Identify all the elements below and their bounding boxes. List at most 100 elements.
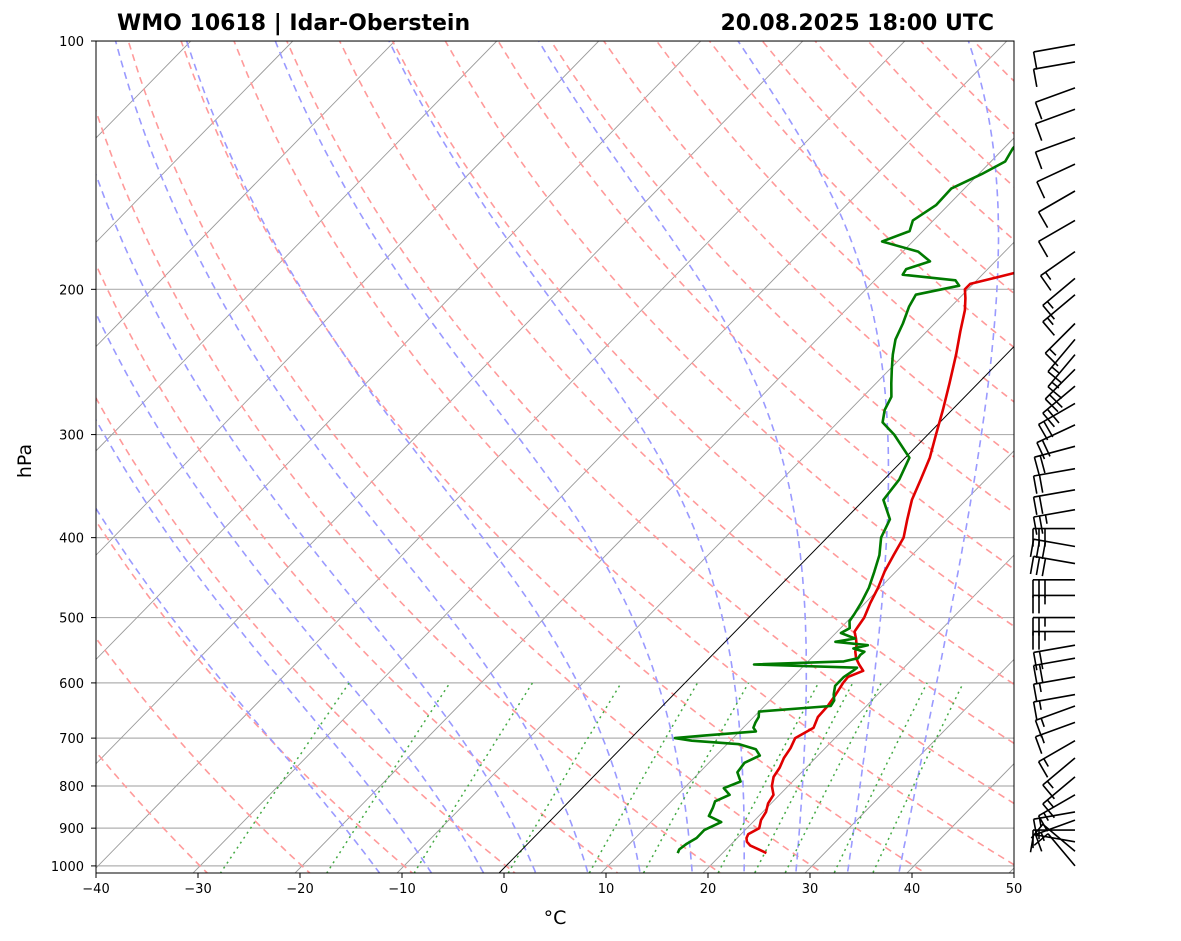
mixing-ratio-line-8 [784, 682, 882, 873]
wind-barb-40 [1034, 136, 1076, 170]
wind-barb-shape-24 [1032, 489, 1076, 515]
wind-barb-15 [1032, 644, 1076, 671]
moist-adiabat-6 [274, 41, 694, 873]
chart-title-datetime: 20.08.2025 18:00 UTC [720, 11, 994, 36]
dry-adiabat-4 [96, 262, 619, 873]
wind-barb-33 [1044, 322, 1076, 367]
plot-area [96, 41, 1014, 873]
wind-barb-7 [1042, 776, 1076, 819]
isotherm-line-5 [96, 41, 294, 243]
dry-adiabat-12 [444, 41, 1014, 628]
dry-adiabat-8 [233, 41, 1014, 866]
y-tick-label-5: 600 [59, 677, 84, 692]
mixing-ratio-line-0 [219, 682, 350, 873]
mixing-ratio-line-6 [717, 682, 820, 873]
isotherm-line-12 [192, 41, 1008, 873]
wind-barb-shape-31 [1047, 354, 1076, 400]
wind-barb-shape-36 [1039, 250, 1076, 291]
wind-barb-36 [1039, 250, 1076, 291]
dry-adiabat-10 [338, 41, 1014, 745]
x-tick-label-6: 20 [700, 882, 717, 897]
wind-barb-shape-37 [1037, 219, 1076, 258]
wind-barb-shape-34 [1042, 294, 1076, 336]
y-tick-label-1: 200 [59, 283, 84, 298]
wind-barb-3 [1032, 829, 1075, 849]
wind-barb-shape-19 [1032, 579, 1075, 598]
wind-barb-11 [1034, 705, 1076, 738]
wind-barb-28 [1037, 402, 1076, 441]
wind-barb-16 [1032, 630, 1075, 650]
wind-barb-shape-38 [1037, 190, 1076, 228]
mixing-ratio-line-10 [871, 682, 964, 873]
wind-barb-shape-20 [1029, 555, 1076, 577]
dry-adiabat-7 [180, 41, 927, 873]
wind-barb-34 [1042, 294, 1076, 336]
x-tick-label-4: 0 [500, 882, 508, 897]
wind-barb-21 [1029, 538, 1076, 560]
dewpoint-profile [673, 145, 1014, 854]
wind-barb-shape-0 [1033, 833, 1076, 867]
x-tick-label-2: −20 [286, 882, 313, 897]
moist-adiabat-0 [96, 507, 381, 873]
wind-barb-shape-30 [1044, 368, 1076, 413]
y-tick-label-6: 700 [59, 732, 84, 747]
dry-adiabat-2 [96, 519, 414, 873]
wind-barb-35 [1042, 277, 1076, 320]
wind-barb-20 [1029, 555, 1076, 577]
moist-adiabat-10 [898, 41, 1000, 873]
wind-barb-shape-17 [1032, 616, 1075, 636]
wind-barb-0 [1033, 833, 1076, 867]
x-tick-label-3: −10 [388, 882, 415, 897]
wind-barb-shape-9 [1037, 740, 1076, 778]
wind-barb-4 [1034, 819, 1076, 852]
isotherm-line-18 [804, 658, 1014, 873]
wind-barb-shape-33 [1044, 322, 1076, 367]
zero-isotherm [498, 345, 1014, 873]
wind-barb-shape-42 [1034, 87, 1076, 120]
wind-barb-14 [1032, 657, 1076, 684]
wind-barb-shape-43 [1032, 61, 1076, 88]
wind-barb-shape-29 [1042, 385, 1076, 428]
y-tick-label-9: 1000 [51, 860, 84, 875]
wind-barb-29 [1042, 385, 1076, 428]
wind-barb-26 [1033, 445, 1076, 475]
moist-adiabat-3 [96, 172, 537, 873]
x-tick-label-5: 10 [598, 882, 615, 897]
wind-barb-41 [1034, 108, 1076, 141]
wind-barb-22 [1032, 527, 1075, 547]
wind-barb-shape-22 [1032, 527, 1075, 547]
zero-isotherm-line [498, 345, 1014, 873]
wind-barb-13 [1032, 676, 1076, 703]
wind-barb-6 [1037, 794, 1076, 832]
mixing-ratio-line-3 [507, 682, 622, 873]
isotherm-line-9 [96, 41, 702, 661]
wind-barb-12 [1032, 693, 1076, 720]
wind-barb-shape-3 [1032, 829, 1075, 849]
wind-barb-shape-16 [1032, 630, 1075, 650]
isotherm-line-13 [294, 137, 1014, 873]
wind-barb-shape-11 [1034, 705, 1076, 738]
wind-barb-25 [1032, 467, 1076, 494]
mixing-ratio-line-7 [753, 682, 854, 873]
moist-adiabat-7 [388, 41, 745, 873]
mixing-ratio-line-2 [413, 682, 534, 873]
wind-barb-shape-32 [1047, 338, 1076, 384]
sounding-series [673, 145, 1014, 855]
y-tick-label-0: 100 [59, 35, 84, 50]
wind-barb-shape-27 [1036, 424, 1076, 460]
moist-adiabat-9 [737, 41, 890, 873]
moist-adiabat-4 [114, 41, 589, 873]
y-tick-label-7: 800 [59, 780, 84, 795]
x-tick-label-9: 50 [1006, 882, 1023, 897]
wind-barb-shape-8 [1042, 757, 1076, 800]
y-tick-label-2: 300 [59, 429, 84, 444]
wind-barbs [1029, 43, 1076, 867]
dry-adiabat-14 [550, 41, 1014, 514]
wind-barb-39 [1036, 163, 1076, 199]
wind-barb-shape-4 [1034, 819, 1076, 852]
isotherm-line-17 [702, 554, 1014, 873]
mixing-ratio-line-9 [833, 682, 928, 873]
wind-barb-shape-21 [1029, 538, 1076, 560]
mixing-ratio-lines [219, 682, 964, 873]
